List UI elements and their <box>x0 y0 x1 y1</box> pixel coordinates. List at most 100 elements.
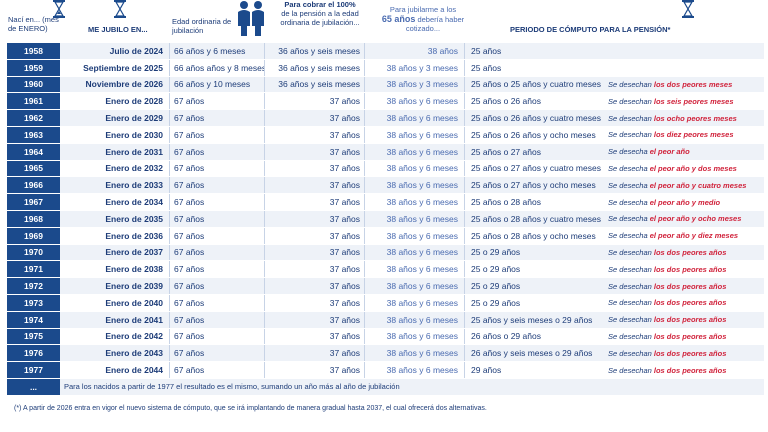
birth-year-cell: 1966 <box>7 177 60 194</box>
full-pension-cell: 37 años <box>264 210 364 227</box>
table-row: 1967 Enero de 2034 67 años 37 años 38 años y… <box>7 194 764 210</box>
contribution-cell: 38 años <box>364 43 464 59</box>
retire-age-cell: 67 años <box>169 143 264 160</box>
discard-detail: los dos peores años <box>653 331 727 341</box>
birth-year-cell: 1964 <box>7 143 60 160</box>
birth-year-cell: 1974 <box>7 311 60 328</box>
retire-date-cell: Enero de 2043 <box>60 345 169 362</box>
discard-detail: los ocho peores meses <box>653 113 737 123</box>
contribution-cell: 38 años y 6 meses <box>364 311 464 328</box>
full-pension-cell: 36 años y seis meses <box>264 43 364 59</box>
retire-age-cell: 67 años <box>169 227 264 244</box>
birth-year-cell: 1962 <box>7 110 60 126</box>
retire-date-cell: Enero de 2028 <box>60 93 169 110</box>
discard-cell: Se desecha el peor año <box>608 143 764 160</box>
birth-year-cell: 1973 <box>7 294 60 311</box>
discard-cell: Se desechan los dos peores años <box>608 261 764 278</box>
discard-cell: Se desecha el peor año y dos meses <box>608 160 764 177</box>
discard-cell: Se desechan los dos peores años <box>608 311 764 328</box>
discard-prefix: Se desechan <box>608 331 654 341</box>
computation-period-cell: 25 años o 28 años <box>464 194 608 210</box>
table-row: 1964 Enero de 2031 67 años 37 años 38 años y… <box>7 143 764 160</box>
discard-cell: Se desechan los dos peores años <box>608 328 764 345</box>
header-full-a: Para cobrar el 100% <box>284 0 356 9</box>
full-pension-cell: 37 años <box>264 93 364 110</box>
discard-detail: el peor año y dos meses <box>649 163 737 173</box>
computation-period-cell: 26 años y seis meses o 29 años <box>464 345 608 362</box>
birth-year-cell: 1960 <box>7 76 60 93</box>
table-row: 1962 Enero de 2029 67 años 37 años 38 años y… <box>7 110 764 126</box>
hourglass-icon <box>682 0 694 18</box>
pension-table: 1958 Julio de 2024 66 años y 6 meses 36 año… <box>7 42 764 396</box>
discard-prefix: Se desechan <box>608 113 654 123</box>
retire-age-cell: 67 años <box>169 210 264 227</box>
discard-prefix: Se desechan <box>608 281 654 291</box>
retire-age-cell: 66 años y 10 meses <box>169 76 264 93</box>
retire-age-cell: 66 años años y 8 meses <box>169 59 264 76</box>
birth-year-cell: 1972 <box>7 278 60 294</box>
hourglass-icon <box>114 0 126 18</box>
discard-prefix: Se desechan <box>608 247 654 257</box>
discard-cell: Se desechan los dos peores meses <box>608 76 764 93</box>
retire-date-cell: Enero de 2042 <box>60 328 169 345</box>
discard-prefix: Se desecha <box>608 214 650 224</box>
full-pension-cell: 37 años <box>264 160 364 177</box>
computation-period-cell: 25 años o 25 años y cuatro meses <box>464 76 608 93</box>
computation-period-cell: 25 o 29 años <box>464 244 608 261</box>
header-65-bold: 65 años <box>381 14 416 24</box>
contribution-cell: 38 años y 6 meses <box>364 345 464 362</box>
full-pension-cell: 37 años <box>264 345 364 362</box>
discard-detail: los dos peores años <box>653 365 727 375</box>
continuation-year: ... <box>7 378 60 395</box>
full-pension-cell: 36 años y seis meses <box>264 76 364 93</box>
full-pension-cell: 37 años <box>264 294 364 311</box>
discard-prefix: Se desechan <box>608 315 654 325</box>
contribution-cell: 38 años y 3 meses <box>364 59 464 76</box>
discard-detail: los dos peores meses <box>653 79 733 89</box>
retire-date-cell: Enero de 2031 <box>60 143 169 160</box>
retire-date-cell: Enero de 2034 <box>60 194 169 210</box>
full-pension-cell: 36 años y seis meses <box>264 59 364 76</box>
retire-date-cell: Enero de 2035 <box>60 210 169 227</box>
header-65-a: Para jubilarme a los <box>389 5 457 14</box>
header-period: PERIODO DE CÓMPUTO PARA LA PENSIÓN* <box>510 25 671 34</box>
contribution-cell: 38 años y 6 meses <box>364 261 464 278</box>
retire-age-cell: 67 años <box>169 126 264 143</box>
discard-cell <box>608 43 764 59</box>
table-row: 1968 Enero de 2035 67 años 37 años 38 años y… <box>7 210 764 227</box>
people-icon <box>238 1 264 36</box>
header-retire: ME JUBILO EN... <box>88 25 148 34</box>
retire-age-cell: 67 años <box>169 362 264 378</box>
header-65-c: debería haber cotizado... <box>405 15 465 33</box>
retire-date-cell: Enero de 2040 <box>60 294 169 311</box>
computation-period-cell: 25 años o 26 años <box>464 93 608 110</box>
retire-date-cell: Enero de 2038 <box>60 261 169 278</box>
full-pension-cell: 37 años <box>264 126 364 143</box>
full-pension-cell: 37 años <box>264 244 364 261</box>
discard-prefix: Se desechan <box>608 298 654 308</box>
birth-year-cell: 1971 <box>7 261 60 278</box>
discard-cell: Se desechan los seis peores meses <box>608 93 764 110</box>
contribution-cell: 38 años y 6 meses <box>364 328 464 345</box>
discard-detail: el peor año y diez meses <box>649 231 739 241</box>
discard-detail: los dos peores años <box>653 348 727 358</box>
contribution-cell: 38 años y 6 meses <box>364 194 464 210</box>
retire-age-cell: 67 años <box>169 261 264 278</box>
header-age: Edad ordinaria de jubilación <box>172 17 232 35</box>
discard-detail: los dos peores años <box>653 281 727 291</box>
computation-period-cell: 25 años <box>464 43 608 59</box>
table-row: 1972 Enero de 2039 67 años 37 años 38 años y… <box>7 278 764 294</box>
discard-prefix: Se desechan <box>608 264 654 274</box>
discard-cell: Se desechan los ocho peores meses <box>608 110 764 126</box>
full-pension-cell: 37 años <box>264 261 364 278</box>
discard-cell: Se desecha el peor año y medio <box>608 194 764 210</box>
computation-period-cell: 25 años <box>464 59 608 76</box>
retire-date-cell: Septiembre de 2025 <box>60 59 169 76</box>
discard-detail: el peor año y cuatro meses <box>649 180 747 190</box>
discard-detail: el peor año y medio <box>649 197 721 207</box>
contribution-cell: 38 años y 6 meses <box>364 244 464 261</box>
discard-cell: Se desechan los dos peores años <box>608 345 764 362</box>
retire-age-cell: 67 años <box>169 194 264 210</box>
retire-date-cell: Enero de 2030 <box>60 126 169 143</box>
computation-period-cell: 29 años <box>464 362 608 378</box>
